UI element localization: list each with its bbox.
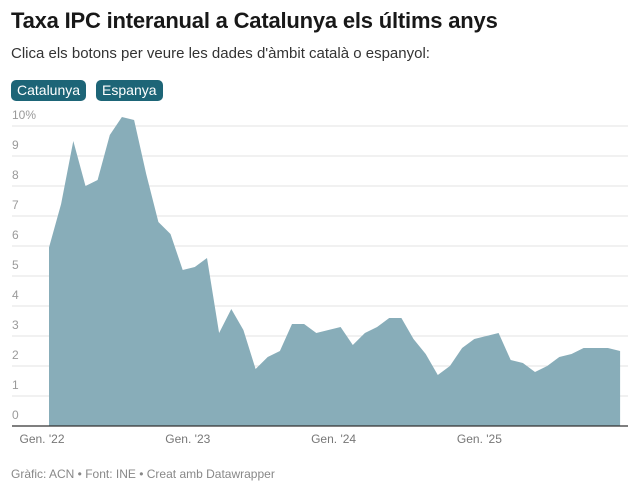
chart-title: Taxa IPC interanual a Catalunya els últi… (11, 8, 498, 33)
cpi-area (49, 117, 621, 426)
y-tick-label: 3 (12, 318, 19, 332)
region-toggle: Catalunya Espanya (11, 80, 163, 101)
y-tick-label: 2 (12, 348, 19, 362)
y-tick-label: 5 (12, 258, 19, 272)
y-tick-label: 0 (12, 408, 19, 422)
source-credit: Gràfic: ACN • Font: INE • Creat amb Data… (11, 467, 275, 481)
y-tick-label: 1 (12, 378, 19, 392)
x-tick-label: Gen. '25 (457, 432, 502, 446)
x-tick-label: Gen. '24 (311, 432, 356, 446)
y-tick-label: 6 (12, 228, 19, 242)
y-tick-label: 10% (12, 108, 36, 122)
x-tick-label: Gen. '22 (20, 432, 65, 446)
x-tick-label: Gen. '23 (165, 432, 210, 446)
catalunya-button[interactable]: Catalunya (11, 80, 87, 101)
espanya-button[interactable]: Espanya (96, 80, 163, 101)
y-tick-label: 8 (12, 168, 19, 182)
y-tick-label: 4 (12, 288, 19, 302)
y-tick-label: 9 (12, 138, 19, 152)
y-tick-label: 7 (12, 198, 19, 212)
chart-subtitle: Clica els botons per veure les dades d'à… (11, 45, 430, 62)
